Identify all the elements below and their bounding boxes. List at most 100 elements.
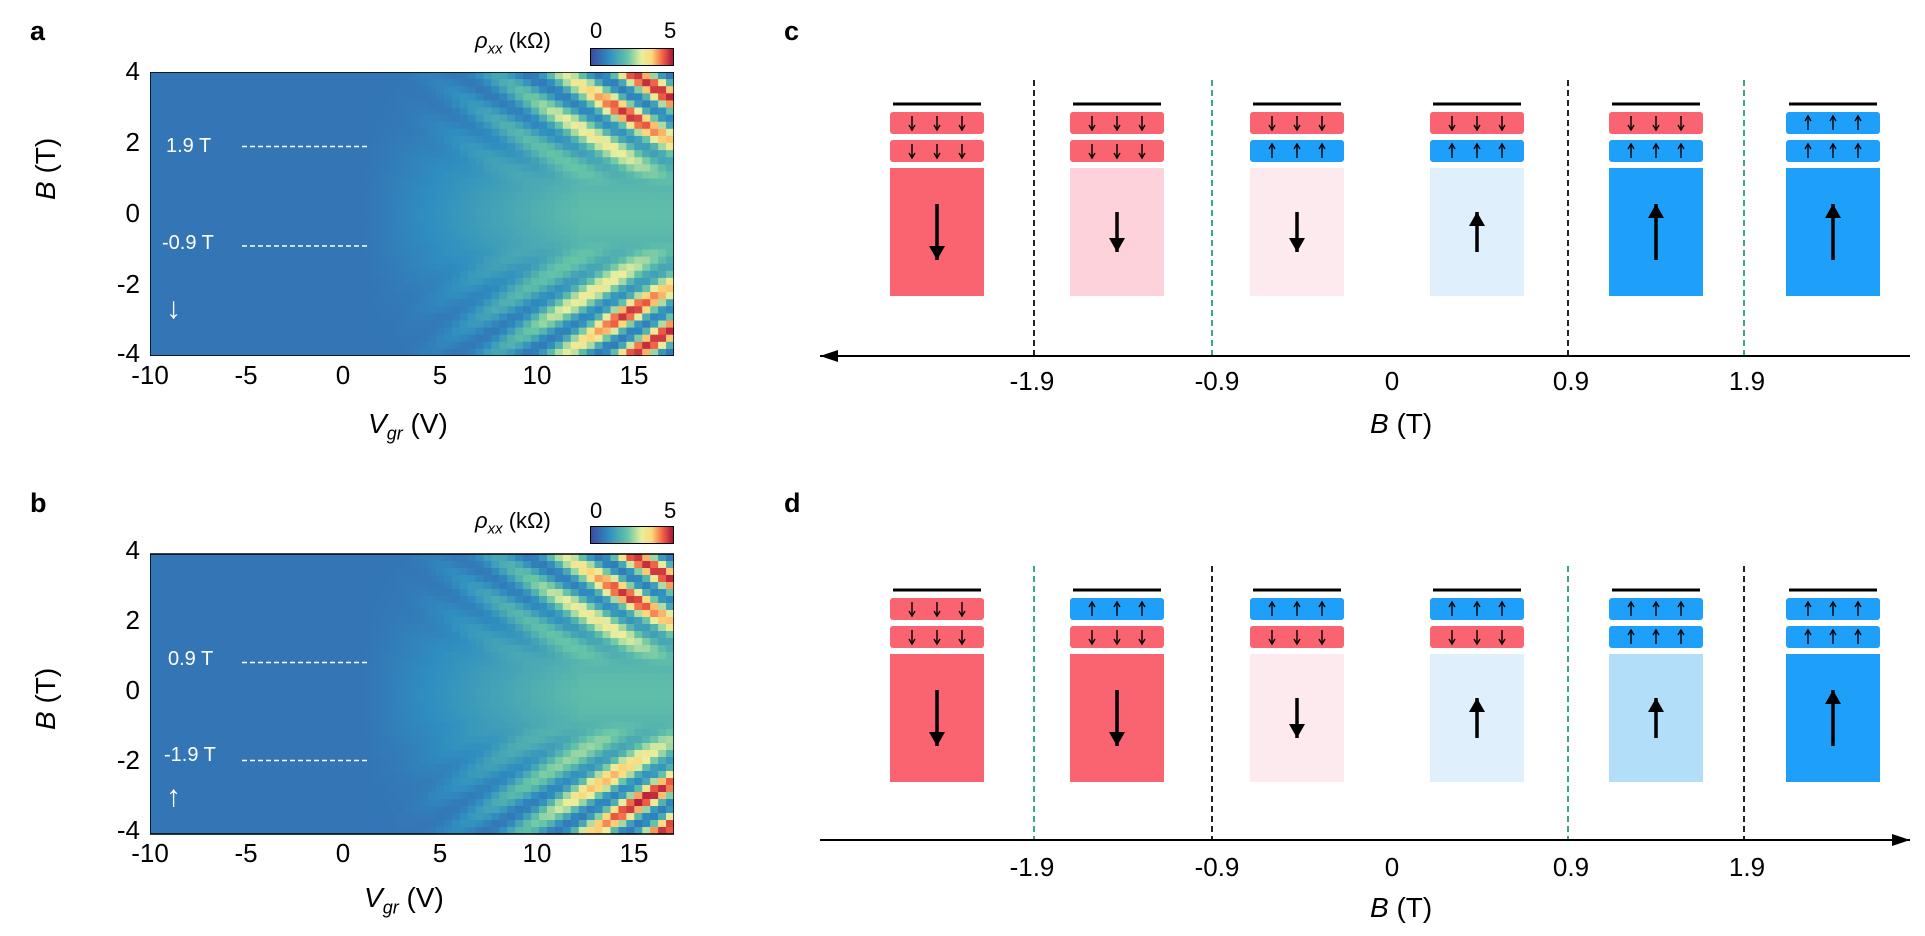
heatmap-b <box>150 553 674 835</box>
small-arrow-head <box>1268 124 1276 132</box>
colorbar-max-b: 5 <box>664 498 677 523</box>
y-tick-b-3: -2 <box>116 745 140 775</box>
x-tick-a-4: 10 <box>522 360 552 390</box>
y-tick-a-0: 4 <box>125 56 140 86</box>
state-1 <box>1070 588 1164 782</box>
small-arrow-head <box>1088 638 1096 646</box>
small-arrow-head <box>1473 638 1481 646</box>
colorbar-title-b: ρxx (kΩ) <box>475 508 551 538</box>
small-arrow-head <box>1854 114 1862 122</box>
magnetization-arrow-head <box>1109 238 1125 252</box>
x-tick-a-0: -10 <box>131 360 169 390</box>
small-arrow-head <box>1829 628 1837 636</box>
magnetization-arrow-head <box>1109 732 1125 746</box>
state-1 <box>1070 102 1164 296</box>
diag-tick-c-4: 1.9 <box>1728 366 1766 396</box>
small-arrow-head <box>1088 600 1096 608</box>
magnetization-arrow-head <box>1825 204 1841 218</box>
small-arrow-head <box>908 152 916 160</box>
small-arrow-head <box>1473 124 1481 132</box>
diag-xlabel-c: B (T) <box>1370 408 1433 439</box>
small-arrow-head <box>1293 600 1301 608</box>
small-arrow-head <box>1318 600 1326 608</box>
small-arrow-head <box>1677 628 1685 636</box>
state-2 <box>1250 588 1344 782</box>
small-arrow-head <box>1829 114 1837 122</box>
small-arrow-head <box>1854 600 1862 608</box>
small-arrow-head <box>958 152 966 160</box>
small-arrow-head <box>1268 142 1276 150</box>
colorbar-title-a: ρxx (kΩ) <box>475 28 551 58</box>
state-2 <box>1250 102 1344 296</box>
y-tick-a-4: -4 <box>116 338 140 368</box>
x-tick-a-3: 5 <box>432 360 448 390</box>
x-axis-title-b: Vgr (V) <box>364 882 444 918</box>
small-arrow-head <box>1829 600 1837 608</box>
small-arrow-head <box>1113 152 1121 160</box>
panel-letter-a: a <box>30 16 46 46</box>
state-0 <box>890 588 984 782</box>
x-tick-a-1: -5 <box>234 360 258 390</box>
small-arrow-head <box>1138 124 1146 132</box>
colorbar-max-a: 5 <box>664 18 677 43</box>
colorbar-min-b: 0 <box>590 498 603 523</box>
diag-tick-d-2: 0 <box>1384 852 1400 882</box>
panel-a: a ρxx (kΩ) 0 5 4 2 0 -2 -4 -10 -5 0 5 10… <box>0 0 760 468</box>
x-tick-a-2: 0 <box>335 360 351 390</box>
dashed-line-label-upper-b: 0.9 T <box>168 648 214 670</box>
small-arrow-head <box>1113 600 1121 608</box>
small-arrow-head <box>1854 142 1862 150</box>
diag-tick-d-1: -0.9 <box>1194 852 1240 882</box>
small-arrow-head <box>1804 628 1812 636</box>
small-arrow-head <box>1652 124 1660 132</box>
panel-c: c -1.9 -0.9 0 0.9 1.9 B (T) <box>784 0 1925 468</box>
x-tick-b-5: 15 <box>619 838 649 868</box>
panel-b: b ρxx (kΩ) 0 5 4 2 0 -2 -4 -10 -5 0 5 10… <box>0 468 760 936</box>
state-0 <box>890 102 984 296</box>
small-arrow-head <box>1318 124 1326 132</box>
magnetization-arrow-head <box>1648 698 1664 712</box>
y-tick-a-2: 0 <box>125 198 140 228</box>
y-axis-title-a: B (T) <box>30 137 61 200</box>
diag-xlabel-d: B (T) <box>1370 892 1433 923</box>
small-arrow-head <box>1293 142 1301 150</box>
diag-tick-c-0: -1.9 <box>1009 366 1055 396</box>
small-arrow-head <box>1448 124 1456 132</box>
b-axis-arrow-left-icon <box>820 350 838 362</box>
small-arrow-head <box>1677 142 1685 150</box>
x-tick-b-4: 10 <box>522 838 552 868</box>
small-arrow-head <box>1498 638 1506 646</box>
small-arrow-head <box>1293 124 1301 132</box>
small-arrow-head <box>933 638 941 646</box>
small-arrow-head <box>908 610 916 618</box>
small-arrow-head <box>1804 114 1812 122</box>
small-arrow-head <box>1138 152 1146 160</box>
small-arrow-head <box>958 124 966 132</box>
spin-diagram-d <box>820 566 1910 846</box>
small-arrow-head <box>1138 638 1146 646</box>
x-tick-b-2: 0 <box>335 838 351 868</box>
small-arrow-head <box>933 152 941 160</box>
diag-tick-d-3: 0.9 <box>1552 852 1590 882</box>
small-arrow-head <box>933 124 941 132</box>
magnetization-arrow-head <box>929 732 945 746</box>
small-arrow-head <box>1652 628 1660 636</box>
small-arrow-head <box>1088 124 1096 132</box>
heatmap-cells <box>150 72 674 356</box>
colorbar-b <box>590 526 674 544</box>
y-axis-title-b: B (T) <box>30 667 61 730</box>
y-tick-a-1: 2 <box>125 127 140 157</box>
y-tick-b-2: 0 <box>125 675 140 705</box>
sweep-up-arrow-icon: ↑ <box>166 780 181 813</box>
state-3 <box>1430 102 1524 296</box>
small-arrow-head <box>1448 600 1456 608</box>
small-arrow-head <box>1318 142 1326 150</box>
state-5 <box>1786 588 1880 782</box>
small-arrow-head <box>1448 638 1456 646</box>
small-arrow-head <box>1113 638 1121 646</box>
small-arrow-head <box>1498 124 1506 132</box>
y-tick-b-1: 2 <box>125 605 140 635</box>
panel-letter-d: d <box>784 488 801 518</box>
x-tick-b-0: -10 <box>131 838 169 868</box>
panel-letter-c: c <box>784 16 800 46</box>
